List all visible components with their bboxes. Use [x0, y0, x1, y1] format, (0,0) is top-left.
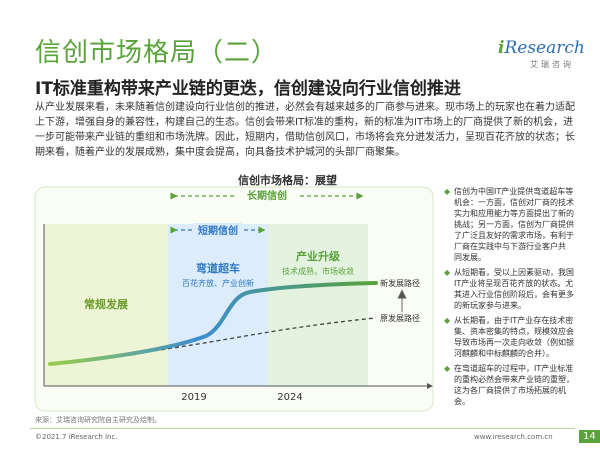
bullet-icon: ◆ — [444, 316, 451, 325]
long-term-label: 长期信创 — [247, 189, 287, 202]
logo-prefix: i — [498, 38, 505, 58]
stage-3-desc: 技术成熟，市场收敛 — [282, 266, 354, 276]
page-title: 信创市场格局（二） — [35, 38, 279, 68]
market-outlook-diagram: 长期信创 短期信创 常规发展 弯道超车 百花齐放、产业创新 产业升级 技术成熟，… — [34, 186, 434, 412]
stage-3-title: 产业升级 — [296, 249, 341, 263]
note-text: 从短期看，受以上因素驱动，我国IT产业将呈现百花齐放的状态。尤其进入行业信创阶段… — [454, 268, 574, 310]
year-2019-label: 2019 — [181, 392, 206, 403]
stage-2-desc: 百花齐放、产业创新 — [182, 278, 254, 288]
stage-2-band — [168, 224, 268, 386]
short-term-label-bg — [194, 223, 242, 237]
stage-2-title: 弯道超车 — [196, 261, 240, 275]
stage-1-title: 常规发展 — [84, 297, 129, 311]
long-term-label-bg — [234, 188, 300, 202]
iresearch-logo: iResearch 艾瑞咨询 — [488, 38, 585, 69]
new-path-label: 新发展路径 — [380, 278, 420, 288]
footer-divider — [30, 428, 575, 429]
bullet-icon: ◆ — [444, 364, 451, 373]
year-2024-label: 2024 — [277, 392, 302, 403]
short-term-label: 短期信创 — [198, 224, 238, 237]
note-text: 信创为中国IT产业提供弯道超车等机会：一方面，信创对厂商的技术实力和应用能力等方… — [454, 187, 574, 262]
logo-subtitle: 艾瑞咨询 — [530, 60, 574, 69]
page-number: 14 — [579, 430, 600, 443]
note-item: ◆ 从长期看，由于IT产业存在技术密集、资本密集的特点，规模效应会导致市场再一次… — [444, 315, 576, 359]
chart-title: 信创市场格局：展望 — [238, 174, 337, 187]
source-note: 来源：艾瑞咨询研究院自主研究及绘制。 — [35, 416, 161, 424]
logo-main: Research — [504, 38, 585, 58]
note-text: 在弯道超车的过程中，IT产业标准的重构必然会带来产业链的重塑，这为各厂商提供了市… — [454, 364, 574, 406]
notes-list: ◆ 信创为中国IT产业提供弯道超车等机会：一方面，信创对厂商的技术实力和应用能力… — [444, 186, 576, 411]
original-path-label: 原发展路径 — [380, 313, 420, 323]
note-item: ◆ 在弯道超车的过程中，IT产业标准的重构必然会带来产业链的重塑，这为各厂商提供… — [444, 363, 576, 407]
new-path-curve — [48, 281, 378, 366]
bullet-icon: ◆ — [444, 268, 451, 277]
intro-paragraph: 从产业发展来看，未来随着信创建设向行业信创的推进，必然会有越来越多的厂商参与进来… — [35, 102, 575, 158]
page-subtitle: IT标准重构带来产业链的更迭，信创建设向行业信创推进 — [35, 79, 461, 99]
website-link[interactable]: www.iresearch.com.cn — [474, 433, 553, 441]
logo-wordmark: iResearch — [498, 38, 585, 58]
note-text: 从长期看，由于IT产业存在技术密集、资本密集的特点，规模效应会导致市场再一次走向… — [454, 316, 574, 358]
copyright-text: ©2021.7 iResearch Inc. — [35, 433, 118, 441]
original-path-curve — [49, 317, 377, 365]
note-item: ◆ 信创为中国IT产业提供弯道超车等机会：一方面，信创对厂商的技术实力和应用能力… — [444, 186, 576, 263]
bullet-icon: ◆ — [444, 187, 451, 196]
stage-3-band — [268, 224, 368, 386]
note-item: ◆ 从短期看，受以上因素驱动，我国IT产业将呈现百花齐放的状态。尤其进入行业信创… — [444, 267, 576, 311]
